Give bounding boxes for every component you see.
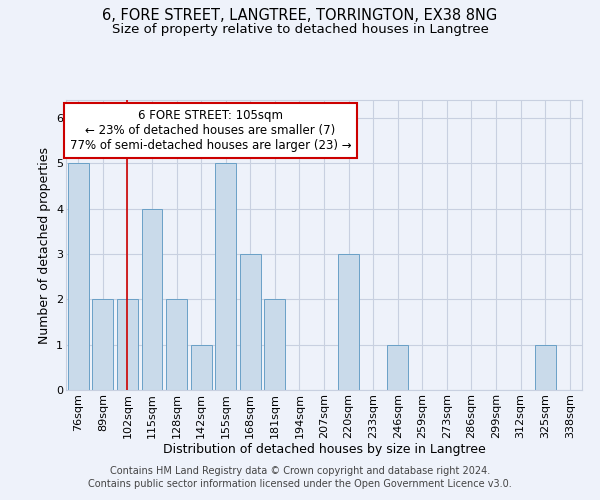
- Bar: [535, 344, 556, 390]
- Bar: [240, 254, 261, 390]
- X-axis label: Distribution of detached houses by size in Langtree: Distribution of detached houses by size …: [163, 444, 485, 456]
- Bar: [142, 209, 163, 390]
- Bar: [387, 344, 408, 390]
- Text: Contains HM Land Registry data © Crown copyright and database right 2024.: Contains HM Land Registry data © Crown c…: [110, 466, 490, 476]
- Bar: [166, 300, 187, 390]
- Bar: [265, 300, 286, 390]
- Bar: [92, 300, 113, 390]
- Bar: [68, 164, 89, 390]
- Bar: [191, 344, 212, 390]
- Text: Contains public sector information licensed under the Open Government Licence v3: Contains public sector information licen…: [88, 479, 512, 489]
- Bar: [215, 164, 236, 390]
- Text: 6, FORE STREET, LANGTREE, TORRINGTON, EX38 8NG: 6, FORE STREET, LANGTREE, TORRINGTON, EX…: [103, 8, 497, 22]
- Bar: [338, 254, 359, 390]
- Text: Size of property relative to detached houses in Langtree: Size of property relative to detached ho…: [112, 22, 488, 36]
- Bar: [117, 300, 138, 390]
- Y-axis label: Number of detached properties: Number of detached properties: [38, 146, 50, 344]
- Text: 6 FORE STREET: 105sqm
← 23% of detached houses are smaller (7)
77% of semi-detac: 6 FORE STREET: 105sqm ← 23% of detached …: [70, 108, 351, 152]
